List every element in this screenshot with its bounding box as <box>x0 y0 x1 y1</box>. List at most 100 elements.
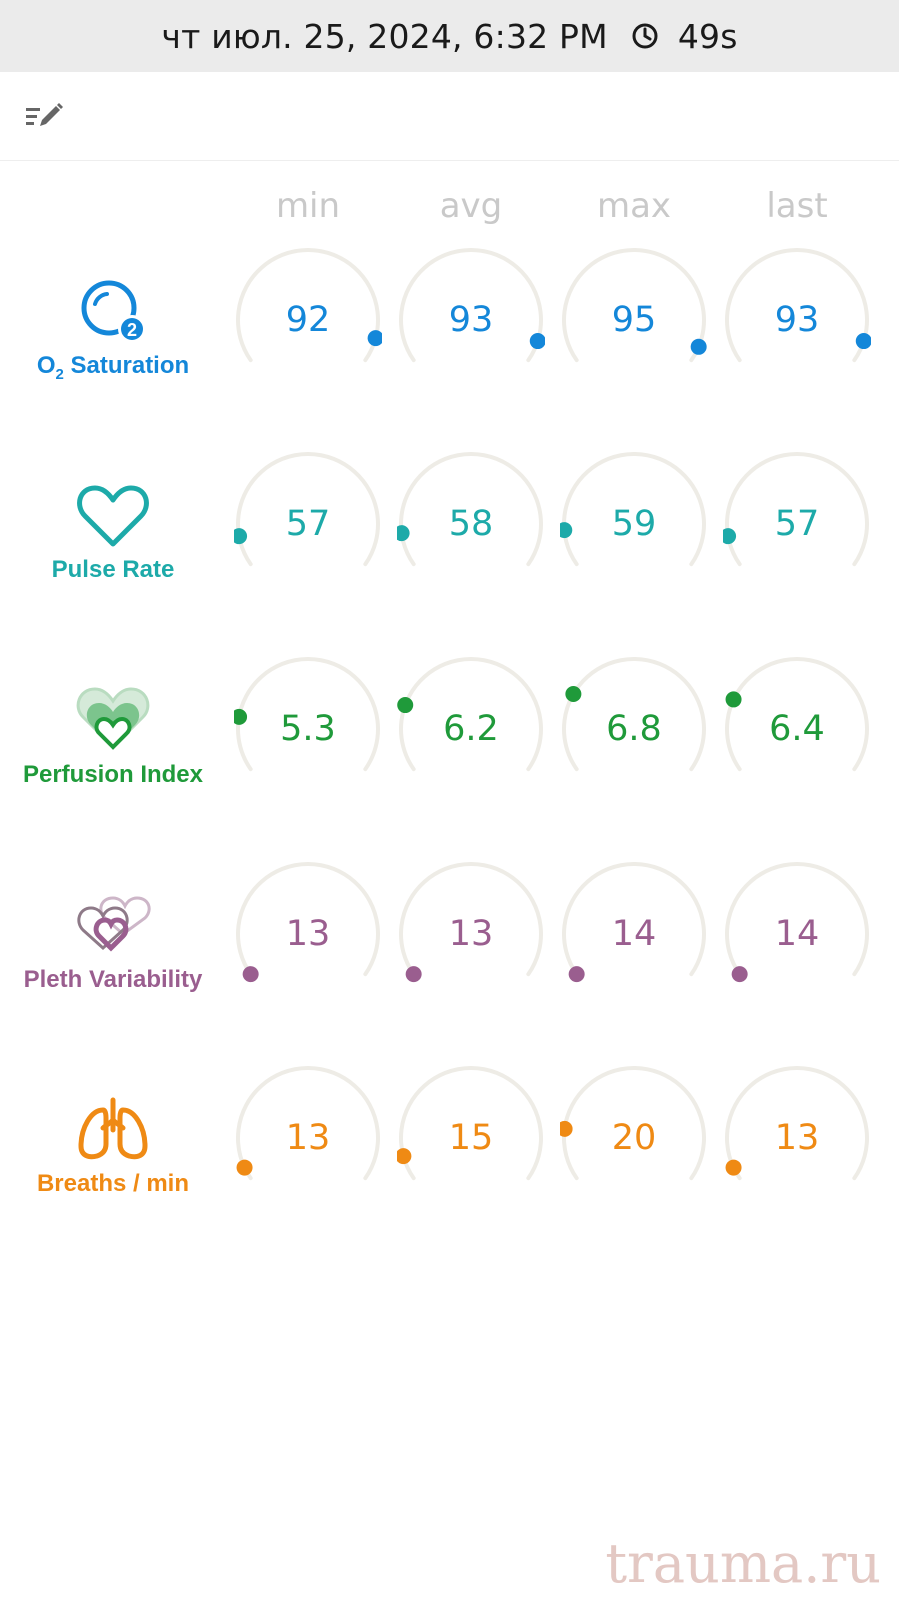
edit-list-icon <box>26 103 63 126</box>
gauge-pulse-last: 57 <box>720 452 871 588</box>
metric-icon-wrap <box>73 480 153 554</box>
gauge-indicator-dot <box>556 1120 573 1137</box>
gauge-value: 93 <box>774 300 820 340</box>
gauge-pvi-avg: 13 <box>397 862 545 998</box>
gauge-indicator-dot <box>393 525 410 542</box>
gauge-indicator-dot <box>731 966 748 983</box>
gauge-track <box>399 1066 543 1181</box>
gauge-track <box>236 1066 380 1181</box>
gauge-indicator-dot <box>725 691 742 708</box>
gauge-track <box>562 862 706 977</box>
gauge-pi-last: 6.4 <box>723 657 871 793</box>
column-header-avg: avg <box>439 186 503 226</box>
gauge-track <box>725 862 869 977</box>
perfusion-hearts-icon <box>76 687 150 750</box>
gauge-rr-min: 13 <box>234 1066 382 1202</box>
metric-icon-wrap: 2 <box>73 276 153 350</box>
gauge-indicator-dot <box>405 966 422 983</box>
gauge-track <box>725 657 869 772</box>
gauge-value: 6.4 <box>769 709 825 749</box>
o2-bubble-icon: 2 <box>81 280 146 343</box>
gauge-pulse-max: 59 <box>556 452 708 588</box>
gauge-o2-max: 95 <box>560 248 708 384</box>
metric-label-pvi: Pleth Variability <box>23 966 203 993</box>
gauge-pulse-avg: 58 <box>393 452 545 588</box>
gauge-value: 93 <box>448 300 494 340</box>
gauge-pulse-min: 57 <box>231 452 382 588</box>
watermark: trauma.ru <box>605 1532 881 1595</box>
metric-label-rr: Breaths / min <box>36 1170 190 1197</box>
gauge-value: 92 <box>285 300 331 340</box>
gauge-indicator-dot <box>397 697 414 714</box>
pleth-hearts-icon <box>77 896 151 952</box>
gauge-indicator-dot <box>236 1159 253 1176</box>
metric-icon-wrap <box>73 685 153 759</box>
session-duration: 49s <box>677 16 738 56</box>
gauge-value: 5.3 <box>280 709 336 749</box>
gauge-value: 15 <box>448 1118 494 1158</box>
status-bar: чт июл. 25, 2024, 6:32 PM 49s <box>0 0 899 72</box>
metric-icon-wrap <box>73 890 153 964</box>
column-header-max: max <box>596 186 672 226</box>
clock-icon <box>632 23 658 49</box>
gauge-track <box>236 862 380 977</box>
gauge-indicator-dot <box>242 966 259 983</box>
gauge-track <box>562 248 706 363</box>
gauge-pi-avg: 6.2 <box>397 657 545 793</box>
gauge-indicator-dot <box>395 1148 412 1165</box>
gauge-track <box>562 452 706 567</box>
gauge-pvi-max: 14 <box>560 862 708 998</box>
label-text: O <box>36 352 56 379</box>
gauge-track <box>562 657 706 772</box>
metric-icon-wrap <box>73 1094 153 1168</box>
label-text: Saturation <box>63 352 190 379</box>
gauge-indicator-dot <box>565 686 582 702</box>
gauge-value: 57 <box>285 504 331 544</box>
gauge-value: 13 <box>285 914 331 954</box>
metric-label-pi: Perfusion Index <box>22 761 204 788</box>
column-header-min: min <box>275 186 341 226</box>
gauge-track <box>399 657 543 772</box>
gauge-pvi-last: 14 <box>723 862 871 998</box>
gauge-indicator-dot <box>231 708 248 725</box>
gauge-track <box>399 248 543 363</box>
gauge-indicator-dot <box>529 333 546 350</box>
gauge-value: 13 <box>448 914 494 954</box>
gauge-track <box>725 1066 869 1181</box>
gauge-o2-avg: 93 <box>397 248 546 384</box>
gauge-track <box>725 248 869 363</box>
gauge-indicator-dot <box>720 528 737 545</box>
gauge-o2-last: 93 <box>723 248 872 384</box>
gauge-indicator-dot <box>231 528 248 545</box>
gauge-indicator-dot <box>725 1159 742 1176</box>
gauge-value: 95 <box>611 300 657 340</box>
gauge-pi-min: 5.3 <box>231 657 382 793</box>
svg-text:2: 2 <box>127 320 137 340</box>
gauge-value: 20 <box>611 1118 657 1158</box>
gauge-value: 57 <box>774 504 820 544</box>
gauge-indicator-dot <box>556 522 573 539</box>
gauge-pi-max: 6.8 <box>560 657 708 793</box>
session-datetime: чт июл. 25, 2024, 6:32 PM <box>161 16 608 56</box>
gauge-value: 14 <box>774 914 820 954</box>
metric-label-pulse: Pulse Rate <box>51 556 175 583</box>
gauge-value: 58 <box>448 504 494 544</box>
gauge-track <box>725 452 869 567</box>
label-subscript: 2 <box>55 365 64 383</box>
gauge-value: 13 <box>774 1118 820 1158</box>
gauge-value: 14 <box>611 914 657 954</box>
gauge-o2-min: 92 <box>234 248 384 384</box>
edit-list-button[interactable] <box>18 94 70 138</box>
gauge-track <box>236 657 380 772</box>
metric-label-o2: O2 Saturation <box>0 352 226 383</box>
gauge-value: 13 <box>285 1118 331 1158</box>
gauge-indicator-dot <box>568 966 585 983</box>
heart-outline-icon <box>77 485 149 547</box>
gauge-value: 6.8 <box>606 709 662 749</box>
lungs-icon <box>78 1097 148 1160</box>
gauge-track <box>236 452 380 567</box>
gauge-track <box>399 452 543 567</box>
column-header-last: last <box>766 186 828 226</box>
gauge-track <box>236 248 380 363</box>
gauge-value: 59 <box>611 504 657 544</box>
